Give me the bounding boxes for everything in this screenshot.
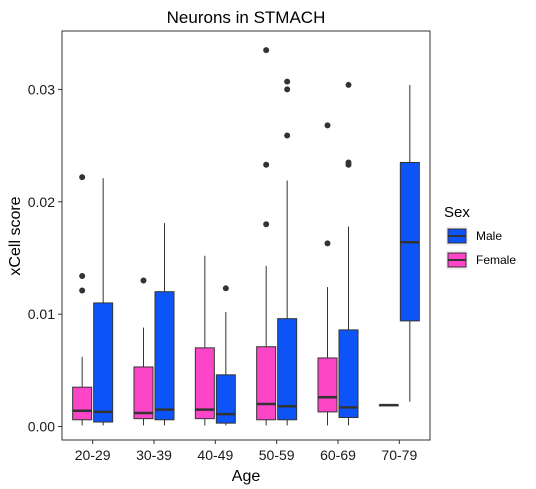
y-tick-label: 0.02 <box>28 194 55 210</box>
outlier-point <box>284 86 291 93</box>
box-male-50-59 <box>277 78 298 426</box>
x-axis: 20-29 30-39 40-49 50-59 60-69 70-79 <box>75 440 417 463</box>
x-tick-label: 20-29 <box>75 447 111 463</box>
box-group <box>72 47 420 426</box>
y-tick-label: 0.03 <box>28 81 55 97</box>
box-female-50-59 <box>256 47 277 426</box>
box-male-30-39 <box>154 223 175 426</box>
box-body <box>256 346 277 421</box>
outlier-point <box>79 272 86 279</box>
box-female-30-39 <box>133 277 154 426</box>
outlier-point <box>345 161 352 168</box>
box-body <box>72 386 93 421</box>
chart-title: Neurons in STMACH <box>167 8 326 27</box>
outlier-point <box>284 132 291 139</box>
box-female-20-29 <box>72 174 93 426</box>
x-tick-label: 70-79 <box>381 447 417 463</box>
box-male-60-69 <box>338 81 359 426</box>
outlier-point <box>345 81 352 88</box>
box-body <box>93 302 114 423</box>
x-tick-label: 40-49 <box>197 447 233 463</box>
box-male-20-29 <box>93 178 114 426</box>
outlier-point <box>222 285 229 292</box>
y-axis: 0.00 0.01 0.02 0.03 <box>28 81 62 435</box>
outlier-point <box>324 240 331 247</box>
outlier-point <box>140 277 147 284</box>
box-female-40-49 <box>194 255 215 426</box>
outlier-point <box>284 78 291 85</box>
x-tick-label: 50-59 <box>259 447 295 463</box>
outlier-point <box>263 161 270 168</box>
box-female-60-69 <box>317 122 338 426</box>
y-axis-title: xCell score <box>7 196 24 275</box>
box-body <box>317 357 338 413</box>
x-tick-label: 30-39 <box>136 447 172 463</box>
box-male-70-79 <box>399 84 420 402</box>
legend-label: Male <box>476 229 502 243</box>
box-body <box>154 291 175 421</box>
box-body <box>194 347 215 420</box>
box-female-70-79 <box>378 403 399 407</box>
x-tick-label: 60-69 <box>320 447 356 463</box>
plot-panel <box>61 30 431 441</box>
outlier-point <box>263 47 270 54</box>
box-body <box>133 366 154 420</box>
box-male-40-49 <box>215 285 236 426</box>
y-tick-label: 0.01 <box>28 306 55 322</box>
x-axis-title: Age <box>232 468 261 485</box>
legend-title: Sex <box>444 204 470 221</box>
outlier-point <box>79 287 86 294</box>
box-body <box>215 374 236 424</box>
legend-label: Female <box>476 253 516 267</box>
outlier-point <box>79 174 86 181</box>
box-body <box>277 318 298 421</box>
box-body <box>338 329 359 419</box>
outlier-point <box>263 221 270 228</box>
outlier-point <box>324 122 331 129</box>
y-tick-label: 0.00 <box>28 419 55 435</box>
legend: Sex Male Female <box>444 204 516 270</box>
